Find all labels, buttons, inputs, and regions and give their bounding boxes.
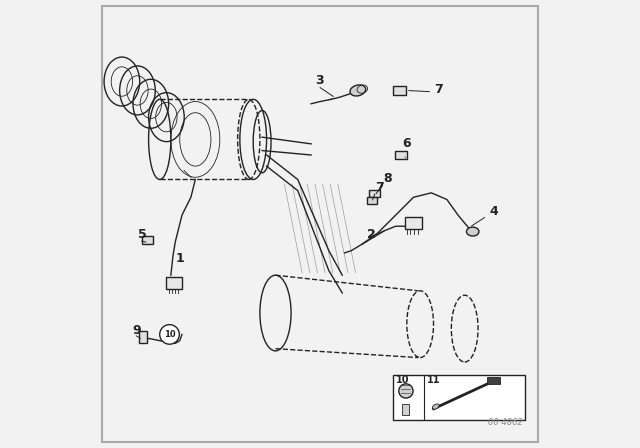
Text: 7: 7: [375, 181, 384, 194]
Text: 7: 7: [435, 83, 443, 96]
Text: 1: 1: [175, 252, 184, 265]
Polygon shape: [487, 377, 500, 384]
Bar: [394, 375, 525, 420]
Text: 6: 6: [403, 138, 411, 151]
Text: 00 4862: 00 4862: [488, 418, 523, 426]
Ellipse shape: [467, 227, 479, 236]
Text: 4: 4: [489, 205, 498, 218]
Text: 10: 10: [164, 330, 175, 339]
Bar: [403, 404, 410, 415]
Text: 11: 11: [427, 375, 440, 385]
Ellipse shape: [433, 404, 439, 409]
Text: 2: 2: [367, 228, 376, 241]
Bar: [395, 151, 407, 159]
Bar: [394, 86, 406, 95]
Bar: [404, 217, 422, 229]
Text: 9: 9: [132, 324, 141, 337]
Text: 3: 3: [316, 74, 324, 87]
Ellipse shape: [350, 85, 365, 96]
Circle shape: [399, 384, 413, 398]
Bar: [139, 331, 147, 343]
Text: 8: 8: [383, 172, 392, 185]
Circle shape: [160, 325, 179, 344]
Bar: [166, 277, 182, 289]
Bar: [369, 190, 380, 197]
Bar: [367, 197, 376, 204]
Text: 5: 5: [138, 228, 147, 241]
Bar: [142, 236, 153, 244]
Text: 10: 10: [396, 375, 409, 385]
